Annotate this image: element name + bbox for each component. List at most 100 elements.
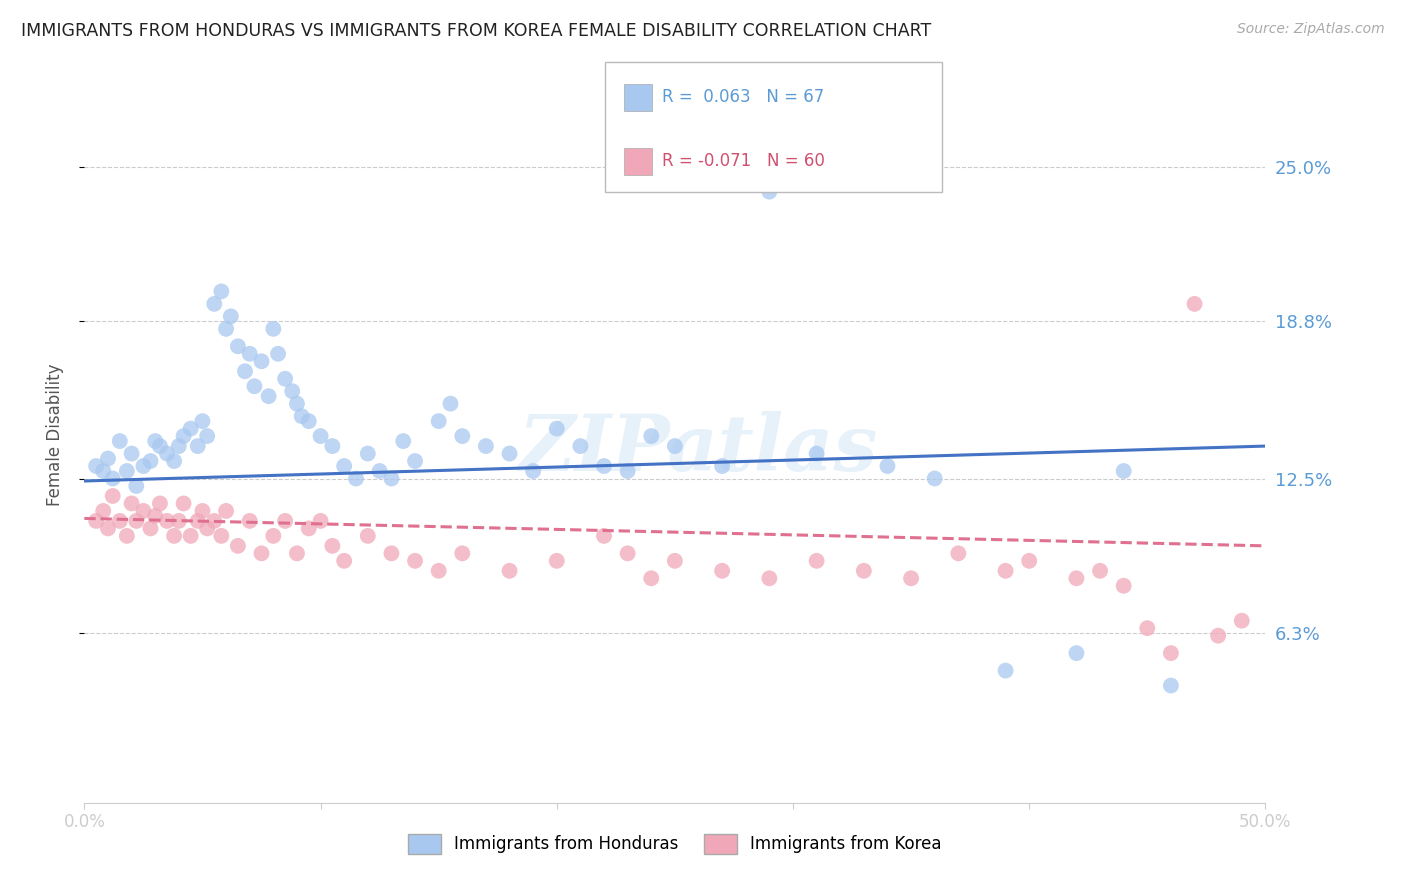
Point: [121, 496, 143, 510]
Y-axis label: Female Disability: Female Disability: [45, 364, 63, 506]
Point: [711, 458, 734, 473]
Point: [498, 446, 520, 460]
Point: [257, 389, 280, 403]
Point: [569, 439, 592, 453]
Point: [806, 446, 828, 460]
Text: IMMIGRANTS FROM HONDURAS VS IMMIGRANTS FROM KOREA FEMALE DISABILITY CORRELATION : IMMIGRANTS FROM HONDURAS VS IMMIGRANTS F…: [21, 22, 931, 40]
Point: [195, 429, 218, 443]
Point: [84, 514, 107, 528]
Point: [274, 514, 297, 528]
Point: [195, 521, 218, 535]
Point: [1112, 464, 1135, 478]
Point: [262, 529, 284, 543]
Point: [149, 496, 172, 510]
Point: [202, 514, 225, 528]
Point: [281, 384, 304, 399]
Point: [1206, 629, 1229, 643]
Point: [167, 514, 190, 528]
Point: [143, 434, 166, 448]
Point: [664, 439, 686, 453]
Point: [262, 322, 284, 336]
Point: [948, 546, 970, 560]
Point: [806, 554, 828, 568]
Point: [149, 439, 172, 453]
Point: [357, 446, 380, 460]
Point: [298, 521, 321, 535]
Point: [108, 514, 131, 528]
Point: [1160, 679, 1182, 693]
Point: [274, 372, 297, 386]
Point: [226, 339, 249, 353]
Point: [498, 564, 520, 578]
Point: [291, 409, 314, 424]
Point: [219, 310, 242, 324]
Point: [91, 464, 114, 478]
Point: [924, 471, 946, 485]
Point: [1136, 621, 1159, 635]
Point: [1112, 579, 1135, 593]
Point: [593, 529, 616, 543]
Point: [233, 364, 256, 378]
Point: [439, 397, 461, 411]
Point: [616, 464, 638, 478]
Point: [1160, 646, 1182, 660]
Text: R = -0.071   N = 60: R = -0.071 N = 60: [662, 153, 825, 170]
Point: [1066, 571, 1088, 585]
Point: [546, 422, 568, 436]
Point: [546, 554, 568, 568]
Point: [404, 454, 426, 468]
Point: [187, 439, 209, 453]
Point: [711, 564, 734, 578]
Point: [267, 347, 290, 361]
Point: [333, 458, 356, 473]
Point: [616, 546, 638, 560]
Point: [344, 471, 367, 485]
Point: [852, 564, 875, 578]
Point: [115, 529, 138, 543]
Point: [239, 347, 262, 361]
Point: [1018, 554, 1040, 568]
Point: [994, 564, 1017, 578]
Point: [380, 471, 402, 485]
Text: R =  0.063   N = 67: R = 0.063 N = 67: [662, 88, 824, 106]
Point: [132, 458, 155, 473]
Point: [250, 354, 273, 368]
Point: [758, 571, 780, 585]
Point: [321, 539, 343, 553]
Point: [97, 521, 120, 535]
Point: [640, 429, 662, 443]
Point: [285, 397, 308, 411]
Point: [285, 546, 308, 560]
Point: [427, 564, 450, 578]
Point: [125, 479, 148, 493]
Point: [143, 508, 166, 523]
Point: [202, 297, 225, 311]
Point: [156, 514, 179, 528]
Point: [475, 439, 498, 453]
Point: [121, 446, 143, 460]
Point: [139, 521, 162, 535]
Point: [215, 322, 238, 336]
Point: [139, 454, 162, 468]
Point: [664, 554, 686, 568]
Point: [180, 529, 202, 543]
Point: [156, 446, 179, 460]
Point: [132, 504, 155, 518]
Point: [226, 539, 249, 553]
Point: [1066, 646, 1088, 660]
Point: [1088, 564, 1111, 578]
Point: [1184, 297, 1206, 311]
Legend: Immigrants from Honduras, Immigrants from Korea: Immigrants from Honduras, Immigrants fro…: [401, 827, 949, 861]
Point: [593, 458, 616, 473]
Point: [163, 529, 186, 543]
Point: [876, 458, 898, 473]
Point: [427, 414, 450, 428]
Point: [91, 504, 114, 518]
Point: [125, 514, 148, 528]
Point: [357, 529, 380, 543]
Point: [167, 439, 190, 453]
Point: [309, 429, 332, 443]
Point: [298, 414, 321, 428]
Point: [640, 571, 662, 585]
Point: [163, 454, 186, 468]
